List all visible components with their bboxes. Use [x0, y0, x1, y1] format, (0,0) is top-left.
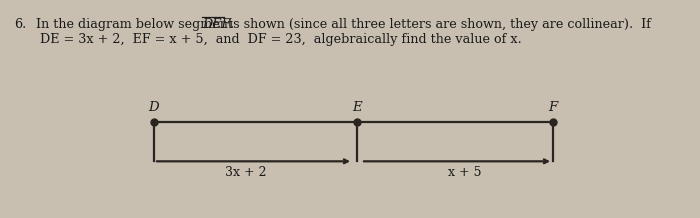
Text: DEF: DEF [202, 18, 230, 31]
Point [351, 120, 363, 124]
Text: D: D [148, 101, 160, 114]
Text: DE = 3x + 2,  EF = x + 5,  and  DF = 23,  algebraically find the value of x.: DE = 3x + 2, EF = x + 5, and DF = 23, al… [28, 33, 522, 46]
Text: E: E [352, 101, 362, 114]
Text: F: F [548, 101, 558, 114]
Text: 3x + 2: 3x + 2 [225, 166, 266, 179]
Point [547, 120, 559, 124]
Text: is shown (since all three letters are shown, they are collinear).  If: is shown (since all three letters are sh… [225, 18, 651, 31]
Point [148, 120, 160, 124]
Text: In the diagram below segment: In the diagram below segment [28, 18, 237, 31]
Text: 6.: 6. [14, 18, 27, 31]
Text: x + 5: x + 5 [448, 166, 482, 179]
